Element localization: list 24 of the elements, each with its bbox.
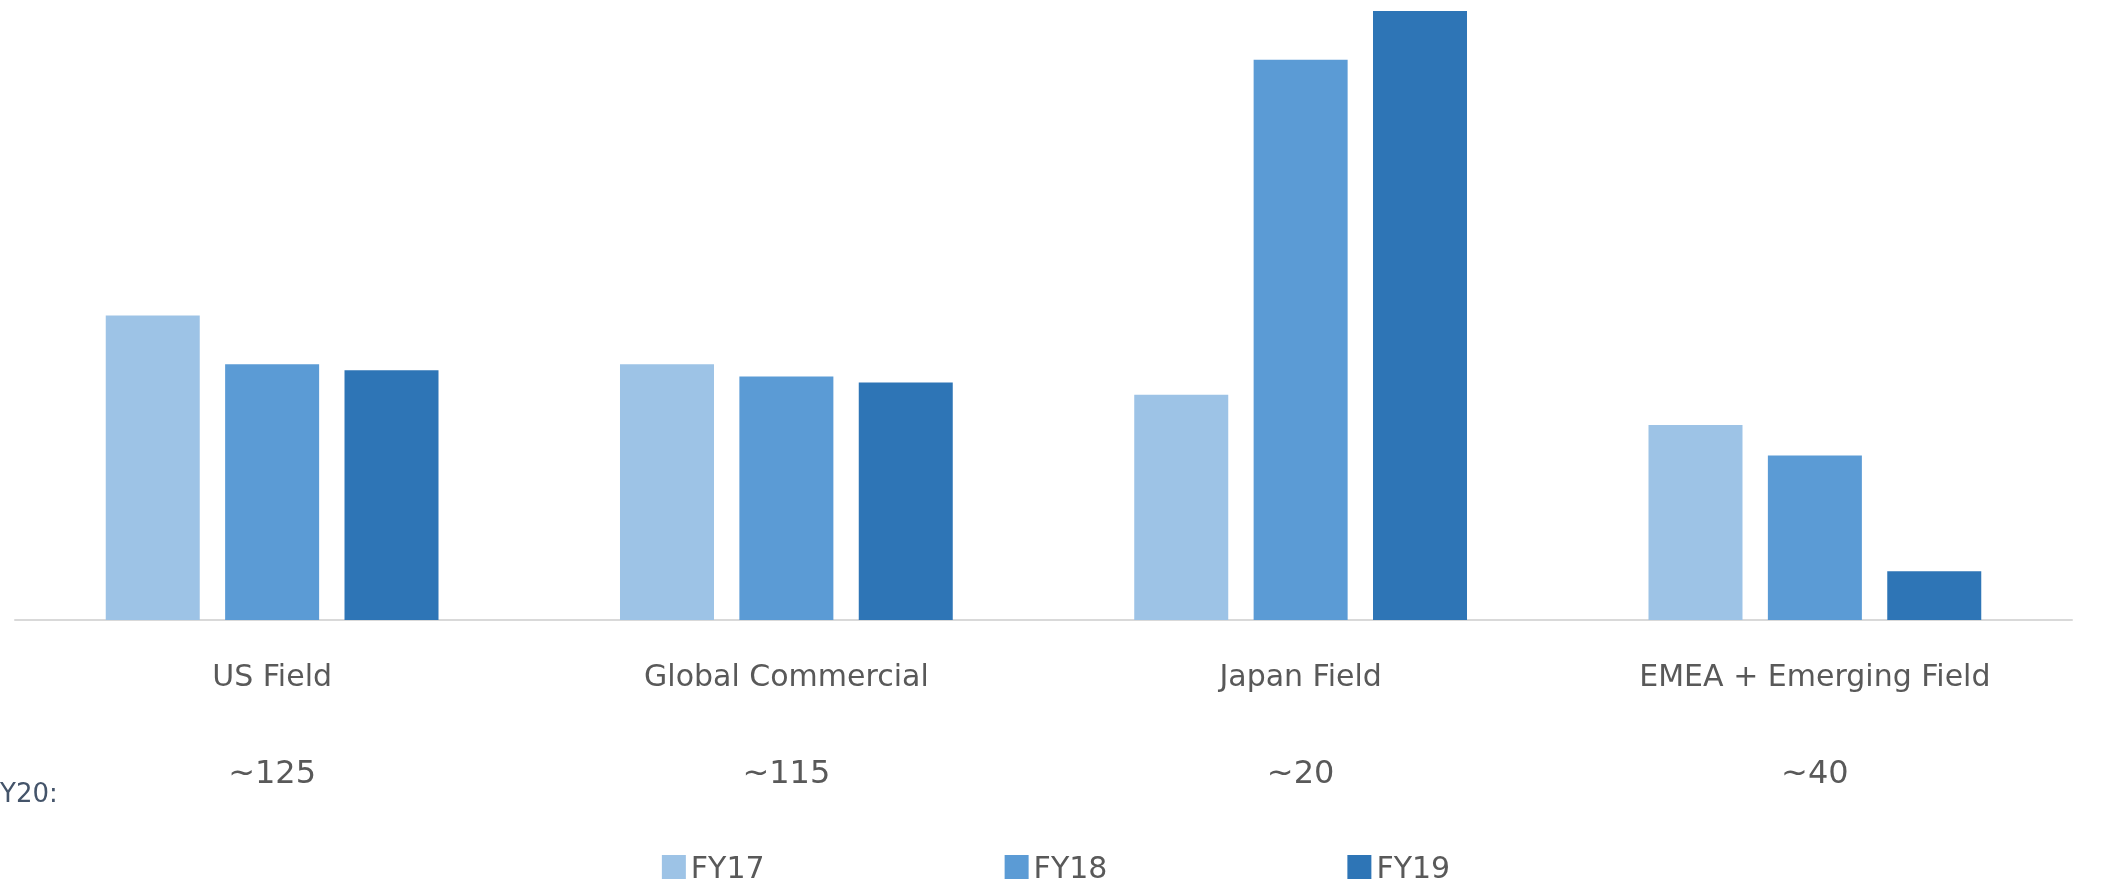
x-tick-label: EMEA + Emerging Field <box>1639 657 1991 693</box>
bar <box>344 370 439 620</box>
bar <box>1253 59 1348 620</box>
bar <box>1648 425 1743 620</box>
text: ~20 <box>1266 753 1335 791</box>
x-tick-label: Japan Field <box>1217 657 1382 693</box>
bar <box>1373 11 1468 620</box>
bar <box>105 315 200 620</box>
text: ~40 <box>1781 753 1849 791</box>
bar <box>1887 571 1982 620</box>
bar <box>225 364 320 620</box>
bar <box>858 382 953 620</box>
text: ~125 <box>228 753 317 791</box>
legend-label: FY18 <box>1033 849 1108 885</box>
text: Y20: <box>0 778 58 808</box>
legend-label: FY17 <box>690 849 765 885</box>
bar <box>1767 455 1862 620</box>
bar <box>1134 394 1229 620</box>
x-tick-label: Global Commercial <box>644 657 929 693</box>
bar <box>739 376 834 620</box>
text: ~115 <box>742 753 831 791</box>
bar <box>620 364 714 620</box>
x-tick-label: US Field <box>212 657 333 693</box>
legend-label: FY19 <box>1376 849 1451 885</box>
